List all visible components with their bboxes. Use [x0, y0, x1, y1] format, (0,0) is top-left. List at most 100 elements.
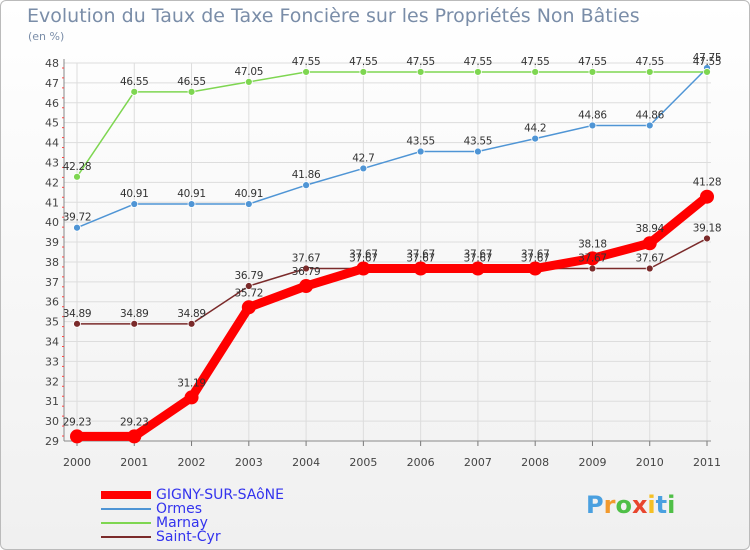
y-tick-label: 41: [45, 196, 59, 209]
data-point: [703, 234, 711, 243]
x-tick-label: 2000: [63, 456, 91, 469]
y-tick-label: 36: [45, 296, 59, 309]
data-point: [73, 319, 81, 328]
data-label: 41.28: [693, 177, 722, 189]
data-label: 37.67: [578, 253, 607, 265]
y-tick-label: 33: [45, 355, 59, 368]
y-tick-label: 48: [45, 57, 59, 70]
data-point: [588, 264, 597, 273]
data-point: [413, 261, 428, 276]
y-tick-label: 44: [45, 137, 59, 150]
data-label: 37.67: [464, 253, 493, 265]
data-point: [470, 261, 485, 276]
legend-swatch: [101, 536, 151, 538]
data-point: [416, 68, 425, 76]
data-label: 34.89: [120, 308, 149, 320]
x-tick-label: 2008: [521, 456, 549, 469]
y-tick-label: 46: [45, 97, 59, 110]
data-label: 37.67: [292, 253, 321, 265]
data-point: [588, 68, 597, 76]
logo-letter: P: [586, 491, 604, 519]
data-point: [356, 261, 371, 276]
x-tick-label: 2004: [292, 456, 320, 469]
data-label: 40.91: [235, 188, 264, 200]
series-line-gigny-sur-saône: [72, 192, 712, 441]
data-label: 36.79: [235, 270, 264, 282]
data-point: [528, 261, 543, 276]
data-point: [588, 121, 597, 130]
data-label: 46.55: [177, 76, 206, 88]
data-point: [187, 319, 196, 328]
y-tick-label: 29: [45, 435, 59, 448]
data-label: 47.55: [464, 56, 493, 68]
data-label: 47.05: [235, 66, 264, 78]
data-label: 38.94: [635, 223, 664, 235]
data-point: [127, 429, 142, 444]
data-label: 34.89: [177, 308, 206, 320]
data-point: [645, 264, 654, 273]
legend-item-saint-cyr[interactable]: Saint-Cyr: [101, 530, 221, 544]
data-label: 47.55: [693, 56, 722, 68]
data-label: 34.89: [63, 308, 92, 320]
x-tick-label: 2001: [120, 456, 148, 469]
logo-letter: t: [655, 491, 668, 519]
data-point: [302, 181, 310, 190]
data-label: 31.19: [177, 377, 206, 389]
data-point: [302, 68, 310, 76]
legend-item-marnay[interactable]: Marnay: [101, 516, 208, 530]
data-label: 43.55: [464, 136, 493, 148]
legend-item-gigny[interactable]: GIGNY-SUR-SAôNE: [101, 488, 284, 502]
data-point: [302, 264, 310, 273]
x-tick-label: 2010: [636, 456, 664, 469]
y-tick-label: 37: [45, 276, 59, 289]
data-point: [474, 68, 482, 76]
data-label: 47.75: [693, 52, 722, 64]
data-point: [474, 147, 482, 156]
x-tick-label: 2002: [178, 456, 206, 469]
data-label: 37.67: [349, 249, 378, 261]
data-point: [73, 172, 81, 181]
x-tick-label: 2007: [464, 456, 492, 469]
data-label: 47.55: [521, 56, 550, 68]
legend-item-ormes[interactable]: Ormes: [101, 502, 202, 516]
data-label: 37.67: [406, 249, 435, 261]
legend-label: Saint-Cyr: [156, 529, 221, 545]
data-point: [244, 78, 253, 86]
data-label: 47.55: [349, 56, 378, 68]
x-tick-label: 2011: [693, 456, 721, 469]
data-label: 42.7: [352, 152, 374, 164]
y-tick-label: 45: [45, 117, 59, 130]
data-point: [130, 200, 139, 208]
data-label: 40.91: [177, 188, 206, 200]
grid-lines: [64, 62, 711, 442]
data-point: [416, 147, 425, 156]
data-label: 46.55: [120, 76, 149, 88]
data-point: [703, 68, 711, 76]
series-line-marnay: [76, 71, 708, 178]
data-point: [645, 121, 654, 130]
series-line-ormes: [76, 67, 708, 229]
legend-label: GIGNY-SUR-SAôNE: [156, 487, 284, 503]
data-point: [70, 429, 84, 444]
data-point: [241, 300, 256, 315]
data-label: 38.18: [578, 238, 607, 250]
y-tick-label: 30: [45, 415, 59, 428]
data-point: [642, 236, 657, 251]
data-label: 44.86: [635, 109, 664, 121]
series-group: [70, 64, 714, 444]
data-label: 44.2: [524, 123, 546, 135]
y-tick-label: 35: [45, 316, 59, 329]
logo-letter: o: [615, 491, 632, 519]
y-tick-label: 40: [45, 216, 59, 229]
data-point: [130, 319, 139, 328]
y-tick-label: 32: [45, 375, 59, 388]
data-point: [73, 223, 81, 232]
y-tick-label: 31: [45, 395, 59, 408]
data-point: [531, 68, 540, 76]
data-label: 39.18: [693, 222, 722, 234]
data-label: 47.55: [578, 56, 607, 68]
data-label: 41.86: [292, 169, 321, 181]
data-point: [184, 390, 199, 405]
data-label: 29.23: [63, 416, 92, 428]
